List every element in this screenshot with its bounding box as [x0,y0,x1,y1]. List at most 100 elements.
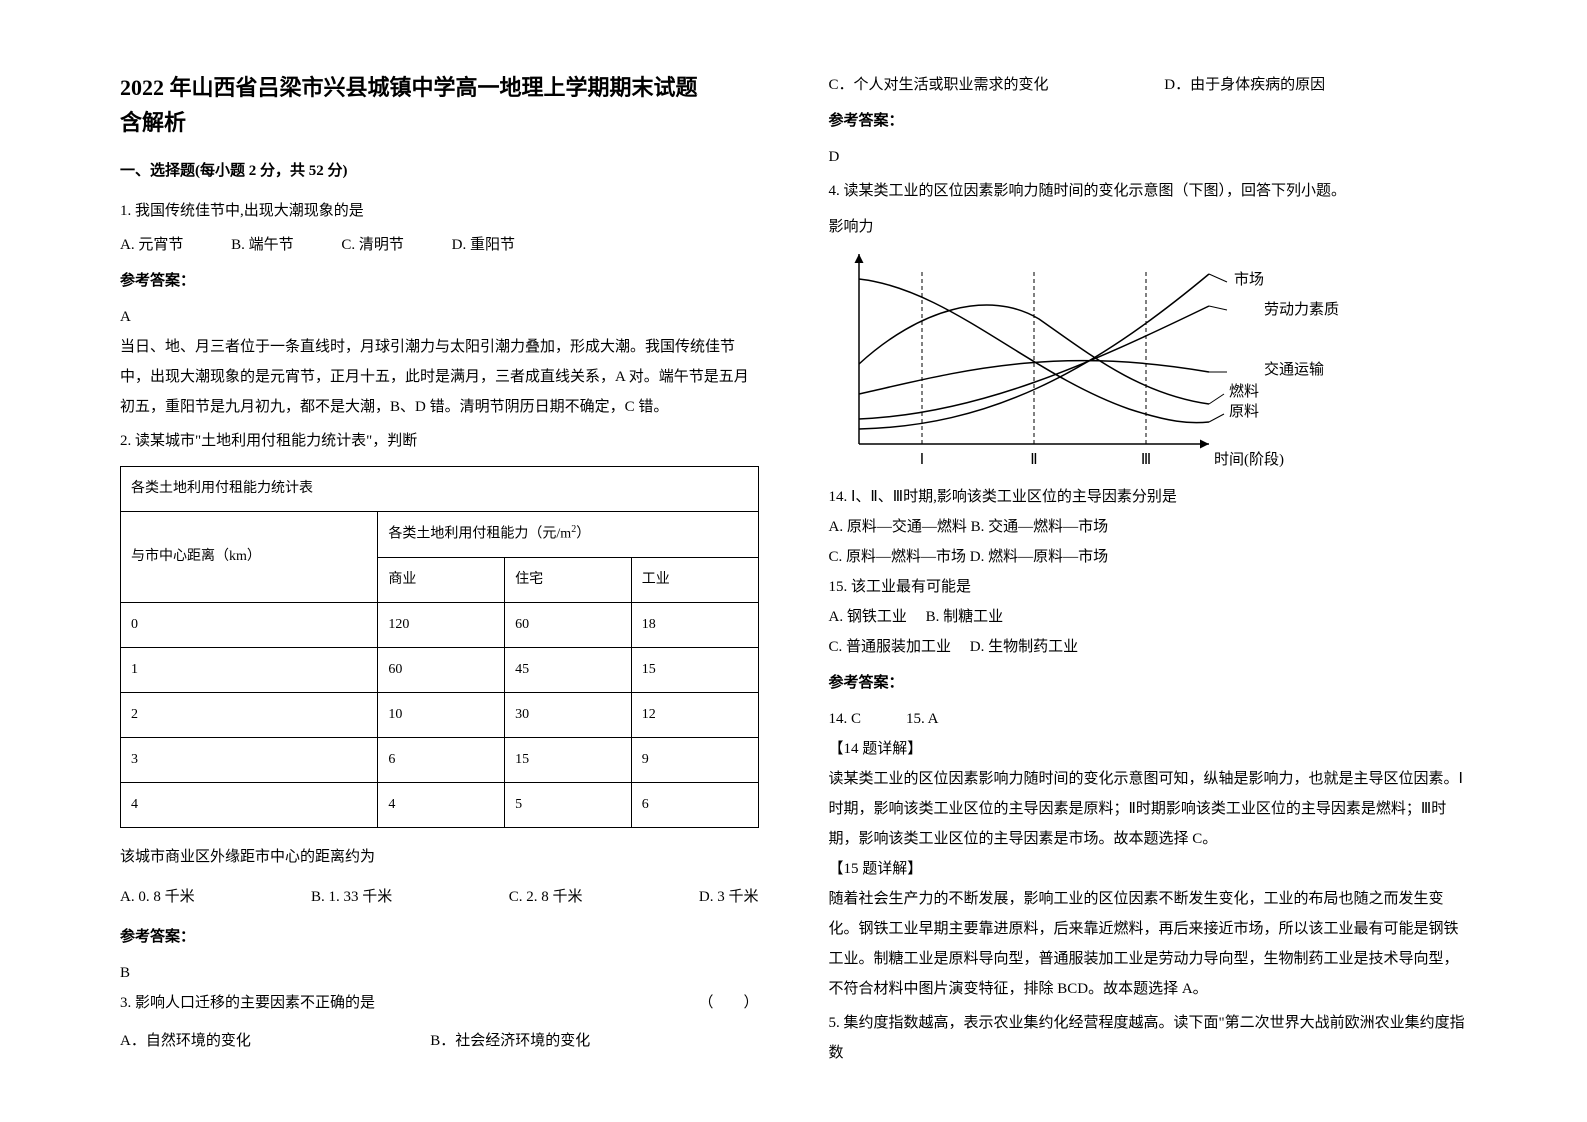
q2-subheader-0: 商业 [378,558,505,603]
q3-opt-c: C．个人对生活或职业需求的变化 [829,70,1161,100]
q4-sub2-opt-c: C. 普通服装加工业 [829,639,952,655]
q4-sub2-opts-line1: A. 钢铁工业 B. 制糖工业 [829,602,1468,632]
q2-post-text: 该城市商业区外缘距市中心的距离约为 [120,842,759,872]
q2-table: 各类土地利用付租能力统计表 与市中心距离（km） 各类土地利用付租能力（元/m2… [120,466,759,828]
svg-text:Ⅲ: Ⅲ [1140,452,1150,468]
q3-blank: （ ） [698,988,758,1018]
q1-opt-b: B. 端午节 [231,237,294,253]
q4-sub1-opt-c: C. 原料—燃料—市场 [829,549,967,565]
q4-chart-ylabel: 影响力 [829,212,1468,242]
q4-sub1-opts-line2: C. 原料—燃料—市场 D. 燃料—原料—市场 [829,542,1468,572]
svg-text:Ⅱ: Ⅱ [1030,452,1037,468]
q4-sub2-opts-line2: C. 普通服装加工业 D. 生物制药工业 [829,632,1468,662]
table-row: 4456 [121,783,759,828]
q2-opt-a: A. 0. 8 千米 [120,882,195,912]
q2-merged-header-close: ） [576,527,590,542]
q1-answer: A [120,302,759,332]
q1-opt-c: C. 清明节 [341,237,404,253]
cell: 1 [121,648,378,693]
q1-opt-a: A. 元宵节 [120,237,183,253]
svg-text:原料: 原料 [1229,403,1259,420]
title-line-2: 含解析 [120,110,186,135]
q1-stem: 1. 我国传统佳节中,出现大潮现象的是 [120,196,759,226]
cell: 45 [505,648,632,693]
q2-answer-label: 参考答案： [120,922,759,952]
cell: 6 [631,783,758,828]
q4-sub1-opt-d: D. 燃料—原料—市场 [970,549,1108,565]
q2-options: A. 0. 8 千米 B. 1. 33 千米 C. 2. 8 千米 D. 3 千… [120,882,759,912]
cell: 60 [378,648,505,693]
q4-answer-label: 参考答案： [829,668,1468,698]
q4-sub2-opt-b: B. 制糖工业 [926,609,1004,625]
table-row: 01206018 [121,603,759,648]
cell: 15 [505,738,632,783]
q3-opt-d: D．由于身体疾病的原因 [1164,77,1325,93]
q4-sub1-stem: 14. Ⅰ、Ⅱ、Ⅲ时期,影响该类工业区位的主导因素分别是 [829,482,1468,512]
q4-answers: 14. C 15. A [829,704,1468,734]
q3-options-cd: C．个人对生活或职业需求的变化 D．由于身体疾病的原因 [829,70,1468,100]
svg-text:交通运输: 交通运输 [1264,360,1324,378]
cell: 4 [121,783,378,828]
q5-stem: 5. 集约度指数越高，表示农业集约化经营程度越高。读下面"第二次世界大战前欧洲农… [829,1008,1468,1068]
q3-answer: D [829,142,1468,172]
q3-options-ab: A．自然环境的变化 B．社会经济环境的变化 [120,1026,759,1056]
q4-exp14: 读某类工业的区位因素影响力随时间的变化示意图可知，纵轴是影响力，也就是主导区位因… [829,764,1468,854]
q4-stem: 4. 读某类工业的区位因素影响力随时间的变化示意图（下图），回答下列小题。 [829,176,1468,206]
title-line-1: 2022 年山西省吕梁市兴县城镇中学高一地理上学期期末试题 [120,75,698,100]
svg-text:燃料: 燃料 [1229,382,1259,400]
cell: 15 [631,648,758,693]
q2-opt-d: D. 3 千米 [699,882,759,912]
cell: 120 [378,603,505,648]
cell: 18 [631,603,758,648]
cell: 30 [505,693,632,738]
q3-stem-line: 3. 影响人口迁移的主要因素不正确的是 （ ） [120,988,759,1018]
right-column: C．个人对生活或职业需求的变化 D．由于身体疾病的原因 参考答案： D 4. 读… [794,70,1488,1092]
q2-merged-header: 各类土地利用付租能力（元/m2） [378,512,758,558]
cell: 12 [631,693,758,738]
q2-answer: B [120,958,759,988]
cell: 0 [121,603,378,648]
cell: 4 [378,783,505,828]
q2-subheader-1: 住宅 [505,558,632,603]
q2-opt-c: C. 2. 8 千米 [509,882,583,912]
document-title: 2022 年山西省吕梁市兴县城镇中学高一地理上学期期末试题 含解析 [120,70,759,140]
svg-text:劳动力素质: 劳动力素质 [1264,301,1339,318]
q2-subheader-2: 工业 [631,558,758,603]
q4-sub2-opt-d: D. 生物制药工业 [970,639,1078,655]
q3-opt-b: B．社会经济环境的变化 [430,1033,590,1049]
q4-sub2-opt-a: A. 钢铁工业 [829,609,907,625]
svg-text:市场: 市场 [1234,271,1264,288]
q2-col0-header: 与市中心距离（km） [121,512,378,603]
q4-exp15-title: 【15 题详解】 [829,854,1468,884]
q4-sub1-opt-a: A. 原料—交通—燃料 [829,519,967,535]
table-row: 2103012 [121,693,759,738]
cell: 6 [378,738,505,783]
q3-stem: 3. 影响人口迁移的主要因素不正确的是 [120,988,375,1018]
cell: 9 [631,738,758,783]
q4-sub2-stem: 15. 该工业最有可能是 [829,572,1468,602]
q2-stem: 2. 读某城市"土地利用付租能力统计表"，判断 [120,426,759,456]
cell: 3 [121,738,378,783]
cell: 60 [505,603,632,648]
svg-text:时间(阶段): 时间(阶段) [1214,451,1284,468]
q2-table-title: 各类土地利用付租能力统计表 [121,467,759,512]
cell: 2 [121,693,378,738]
q1-answer-label: 参考答案： [120,266,759,296]
left-column: 2022 年山西省吕梁市兴县城镇中学高一地理上学期期末试题 含解析 一、选择题(… [100,70,794,1092]
q4-exp15: 随着社会生产力的不断发展，影响工业的区位因素不断发生变化，工业的布局也随之而发生… [829,884,1468,1004]
section-1-header: 一、选择题(每小题 2 分，共 52 分) [120,156,759,186]
q1-options: A. 元宵节 B. 端午节 C. 清明节 D. 重阳节 [120,230,759,260]
q3-answer-label: 参考答案： [829,106,1468,136]
q1-opt-d: D. 重阳节 [452,237,515,253]
q2-merged-header-text: 各类土地利用付租能力（元/m [388,527,571,542]
q3-opt-a: A．自然环境的变化 [120,1026,426,1056]
q1-explanation: 当日、地、月三者位于一条直线时，月球引潮力与太阳引潮力叠加，形成大潮。我国传统佳… [120,332,759,422]
q2-opt-b: B. 1. 33 千米 [311,882,392,912]
q4-sub1-opt-b: B. 交通—燃料—市场 [971,519,1109,535]
svg-text:Ⅰ: Ⅰ [919,452,923,468]
q4-exp14-title: 【14 题详解】 [829,734,1468,764]
table-row: 36159 [121,738,759,783]
q4-chart-svg: Ⅰ Ⅱ Ⅲ 时间(阶段) 市场劳动力素质交通运输燃料原料 [829,244,1349,474]
cell: 10 [378,693,505,738]
q4-sub1-opts-line1: A. 原料—交通—燃料 B. 交通—燃料—市场 [829,512,1468,542]
